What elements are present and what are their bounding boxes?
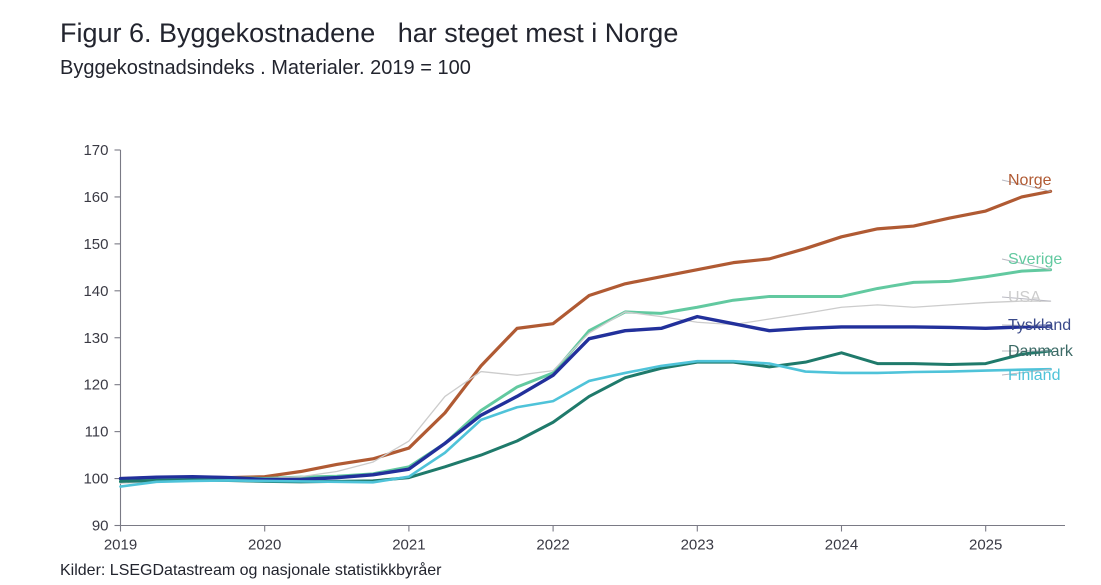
y-tick-label: 130 (83, 330, 108, 347)
chart-subtitle: Byggekostnadsindeks . Materialer. 2019 =… (60, 57, 471, 79)
legend-label-tyskland[interactable]: Tyskland (1008, 317, 1071, 334)
legend-label-sverige[interactable]: Sverige (1008, 251, 1062, 268)
x-tick-label: 2023 (681, 537, 714, 554)
series-lines (118, 189, 1053, 488)
y-tick-label: 150 (83, 236, 108, 253)
x-tick-label: 2019 (104, 537, 137, 554)
legend-leader-sverige (1001, 258, 1051, 271)
y-axis-ticks: 170 160 150 140 130 120 110 100 90 (83, 142, 121, 535)
series-line-norge (118, 189, 1053, 481)
legend-leader-finland (1001, 368, 1051, 376)
source-note: Kilder: LSEGDatastream og nasjonale stat… (60, 562, 442, 579)
chart-legend: Norge Sverige USA Tyskland Danmark Finland (1001, 172, 1074, 384)
legend-label-finland[interactable]: Finland (1008, 367, 1060, 384)
x-tick-label: 2020 (248, 537, 281, 554)
x-tick-label: 2024 (825, 537, 858, 554)
y-tick-label: 170 (83, 142, 108, 159)
series-line-finland (119, 359, 1052, 488)
series-line-danmark (119, 349, 1053, 484)
x-tick-label: 2025 (969, 537, 1002, 554)
y-tick-label: 90 (92, 518, 109, 535)
series-line-tyskland (118, 314, 1053, 482)
y-tick-label: 110 (85, 424, 109, 441)
legend-label-norge[interactable]: Norge (1008, 172, 1052, 189)
x-axis-ticks: 2019 2020 2021 2022 2023 2024 2025 (104, 525, 1002, 554)
x-tick-label: 2021 (392, 537, 425, 554)
legend-leader-usa (1001, 296, 1051, 302)
legend-leader-tyskland (1001, 324, 1051, 327)
series-line-sverige (119, 268, 1053, 484)
y-tick-label: 140 (83, 283, 108, 300)
x-tick-label: 2022 (536, 537, 569, 554)
y-tick-label: 160 (83, 189, 108, 206)
legend-leader-norge (1001, 179, 1051, 192)
legend-label-danmark[interactable]: Danmark (1008, 343, 1074, 360)
legend-label-usa[interactable]: USA (1008, 289, 1041, 306)
y-tick-label: 100 (83, 471, 108, 488)
y-tick-label: 120 (83, 377, 108, 394)
page-title: Figur 6. Byggekostnadene har steget mest… (60, 18, 679, 48)
